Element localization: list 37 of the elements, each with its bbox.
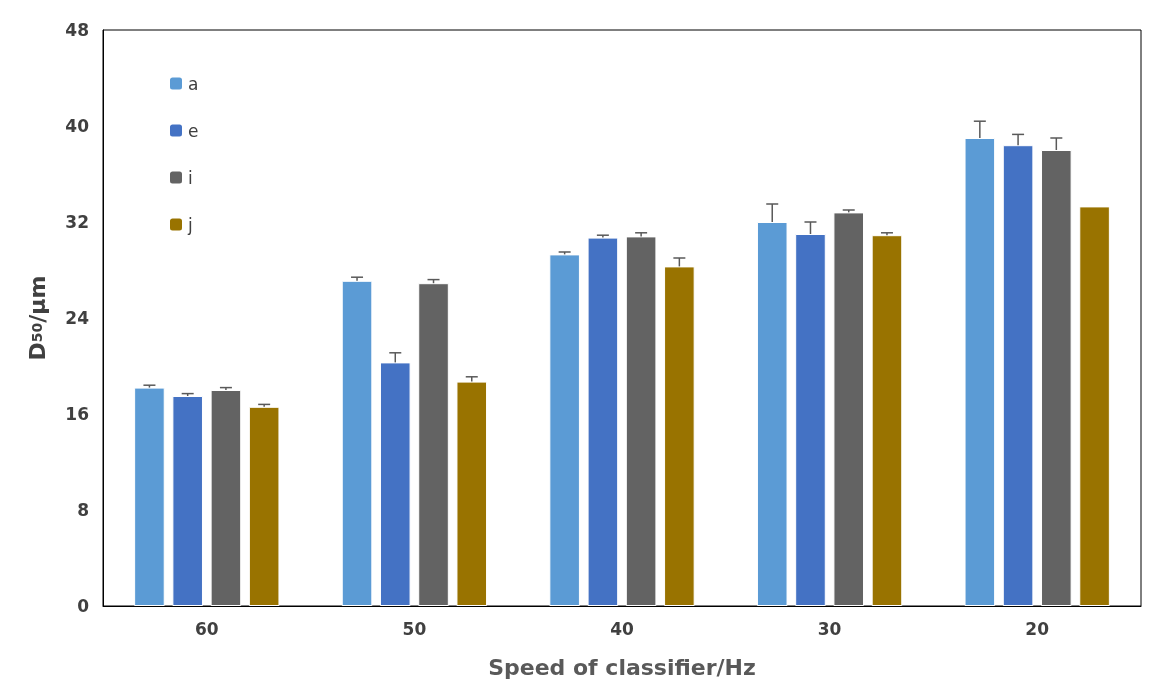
x-tick-label: 60 <box>194 618 219 639</box>
bar <box>1079 206 1110 606</box>
bar <box>871 235 903 606</box>
bar <box>1002 145 1034 606</box>
x-tick-label: 50 <box>402 618 427 639</box>
bar <box>756 222 788 606</box>
bar <box>664 266 695 606</box>
legend-label: j <box>187 214 193 235</box>
y-tick-label: 0 <box>77 596 90 616</box>
y-tick-label: 40 <box>65 116 90 136</box>
bar <box>549 254 580 606</box>
x-tick-label: 20 <box>1025 618 1050 639</box>
y-axis-title: D50/μm <box>24 275 50 361</box>
bar <box>379 362 411 606</box>
x-axis-title: Speed of classifier/Hz <box>488 654 756 680</box>
y-tick-label: 32 <box>65 212 89 232</box>
bar <box>795 234 826 606</box>
legend-label: a <box>188 73 199 94</box>
bar <box>172 396 203 606</box>
x-tick-label: 40 <box>610 618 634 639</box>
legend-label: i <box>188 167 193 188</box>
bar <box>456 381 488 606</box>
y-tick-label: 48 <box>65 20 89 40</box>
bar <box>134 387 165 606</box>
bar <box>341 280 373 606</box>
bar <box>964 138 996 606</box>
y-tick-label: 16 <box>65 404 89 424</box>
y-tick-label: 8 <box>77 500 89 520</box>
bar <box>210 390 242 606</box>
bar <box>833 212 865 606</box>
x-tick-label: 30 <box>817 618 842 639</box>
bar <box>418 283 449 606</box>
y-tick-label: 24 <box>65 308 90 328</box>
bar <box>587 237 619 606</box>
bar <box>625 236 657 606</box>
bar <box>248 406 280 606</box>
legend-label: e <box>188 120 199 141</box>
